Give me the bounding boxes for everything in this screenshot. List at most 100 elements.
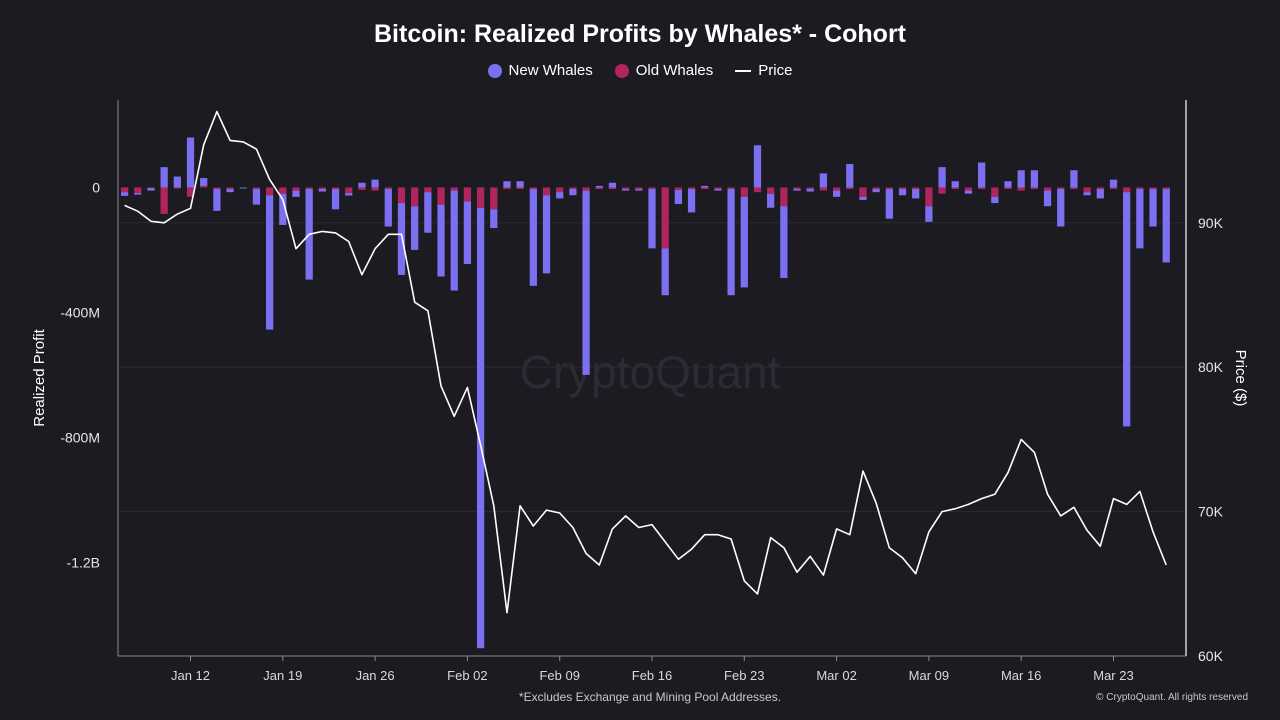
left-axis-label: Realized Profit	[31, 328, 48, 426]
new-whales-bar	[437, 204, 445, 277]
old-whales-bar	[1004, 187, 1012, 190]
new-whales-bar	[1083, 192, 1091, 196]
old-whales-bar	[793, 187, 801, 190]
old-whales-bar	[740, 187, 748, 197]
old-whales-bar	[463, 187, 472, 202]
price-line-swatch-icon	[735, 69, 752, 72]
new-whales-bar	[279, 193, 287, 225]
old-whales-bar	[160, 187, 168, 215]
old-whales-bar	[1162, 187, 1170, 190]
new-whales-bar	[490, 209, 498, 229]
old-whales-bar	[279, 187, 287, 194]
old-whales-bar	[767, 187, 775, 194]
new-whales-bar	[450, 190, 458, 291]
old-whales-bar	[384, 187, 392, 190]
old-whales-bar	[569, 187, 577, 190]
new-whales-bar	[806, 189, 814, 192]
copyright: © CryptoQuant. All rights reserved	[1096, 692, 1248, 703]
price-line	[124, 110, 1167, 614]
new-whales-bar	[846, 164, 854, 188]
old-whales-bar	[1030, 187, 1038, 190]
new-whales-bar	[925, 206, 933, 222]
old-whales-bar	[173, 187, 181, 189]
new-whales-bar	[173, 176, 181, 188]
old-whales-bar	[582, 187, 590, 191]
new-whales-bar	[569, 189, 577, 196]
new-whales-bar	[674, 189, 682, 205]
new-whales-bar	[318, 189, 326, 192]
old-whales-swatch-icon	[614, 63, 629, 78]
x-tick-label: Mar 16	[1001, 668, 1041, 683]
old-whales-bar	[938, 187, 946, 194]
old-whales-bar	[1070, 187, 1078, 190]
old-whales-bar	[898, 187, 907, 190]
new-whales-bar	[476, 207, 485, 649]
new-whales-bar	[239, 187, 247, 189]
legend-item-old-whales[interactable]: Old Whales	[614, 62, 713, 79]
old-whales-bar	[964, 187, 973, 191]
old-whales-bar	[266, 187, 274, 196]
footnote: *Excludes Exchange and Mining Pool Addre…	[518, 690, 782, 704]
new-whales-bar	[727, 189, 735, 296]
old-whales-bar	[345, 187, 353, 194]
new-whales-bar	[134, 193, 142, 195]
old-whales-bar	[806, 187, 814, 190]
old-whales-bar	[714, 187, 722, 190]
old-whales-bar	[213, 187, 221, 190]
old-whales-bar	[503, 187, 511, 190]
x-tick-label: Jan 12	[171, 668, 210, 683]
old-whales-bar	[925, 187, 933, 207]
old-whales-bar	[437, 187, 445, 205]
new-whales-bar	[1004, 181, 1012, 188]
new-whales-bar	[292, 190, 300, 197]
left-tick-label: -1.2B	[67, 554, 100, 570]
legend-item-price[interactable]: Price	[735, 62, 792, 79]
new-whales-bar	[819, 173, 828, 188]
right-tick-label: 80K	[1198, 359, 1224, 375]
new-whales-bar	[542, 195, 551, 274]
old-whales-bar	[819, 187, 828, 191]
old-whales-bar	[1109, 187, 1118, 190]
new-whales-bar	[424, 192, 432, 233]
right-tick-label: 70K	[1198, 504, 1224, 520]
watermark: CryptoQuant	[520, 346, 781, 398]
old-whales-bar	[476, 187, 485, 208]
axes: 0 -400M -800M -1.2B 90K 80K 70K 60K Jan 12 Jan 19…	[60, 100, 1224, 683]
new-whales-bar	[1136, 189, 1144, 249]
price-series	[124, 110, 1167, 614]
new-whales-bar	[516, 181, 524, 188]
old-whales-bar	[701, 187, 709, 190]
x-tick-label: Mar 09	[909, 668, 949, 683]
new-whales-bar	[687, 189, 696, 213]
chart-title: Bitcoin: Realized Profits by Whales* - C…	[374, 20, 906, 48]
new-whales-bar	[898, 189, 907, 196]
new-whales-bar	[582, 190, 590, 375]
legend-item-new-whales[interactable]: New Whales	[487, 62, 593, 79]
new-whales-bar	[397, 203, 406, 275]
old-whales-bar	[622, 187, 630, 190]
new-whales-bar	[608, 182, 617, 188]
old-whales-bar	[1017, 187, 1025, 191]
old-whales-bar	[832, 187, 841, 191]
old-whales-bar	[424, 187, 432, 193]
old-whales-bar	[1083, 187, 1091, 193]
new-whales-bar	[186, 137, 195, 188]
old-whales-bar	[331, 187, 340, 190]
new-whales-bar	[213, 189, 221, 211]
legend-label-price: Price	[758, 62, 793, 79]
old-whales-bar	[595, 187, 603, 190]
new-whales-bar	[1017, 170, 1025, 188]
x-tick-label: Feb 09	[539, 668, 579, 683]
old-whales-bar	[674, 187, 682, 190]
new-whales-bar	[1030, 170, 1038, 188]
new-whales-bar	[964, 190, 973, 194]
x-tick-label: Jan 26	[356, 668, 395, 683]
old-whales-bar	[687, 187, 696, 190]
new-whales-bar	[635, 189, 643, 191]
old-whales-bar	[1149, 187, 1157, 190]
new-whales-bar	[463, 201, 472, 264]
right-tick-label: 90K	[1198, 215, 1224, 231]
new-whales-bar	[793, 189, 801, 191]
old-whales-bar	[358, 187, 366, 190]
